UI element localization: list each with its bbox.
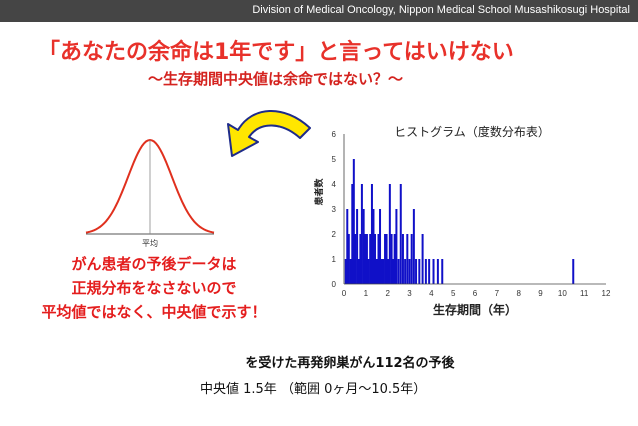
callout-line-3: 平均値ではなく、中央値で示す！ — [41, 303, 267, 321]
histogram-bar — [349, 259, 352, 284]
chart-title: ヒストグラム（度数分布表） — [394, 124, 550, 139]
histogram-bar — [397, 259, 400, 284]
x-tick-label: 8 — [516, 289, 521, 298]
y-tick-label: 6 — [332, 130, 337, 139]
y-tick-labels: 0 1 2 3 4 5 6 — [332, 130, 337, 289]
curved-arrow-icon — [227, 110, 311, 157]
histogram-bar — [370, 184, 373, 284]
x-tick-label: 4 — [429, 289, 434, 298]
affiliation-text: Division of Medical Oncology, Nippon Med… — [252, 4, 630, 16]
histogram-bar — [421, 234, 424, 284]
histogram-bar — [372, 209, 375, 284]
x-tick-label: 5 — [451, 289, 456, 298]
slide-subtitle: 〜生存期間中央値は余命ではない？〜 — [148, 70, 404, 88]
histogram-bar — [346, 209, 349, 284]
x-tick-labels: 0 1 2 3 4 5 6 7 8 9 10 11 12 — [342, 289, 611, 298]
x-tick-label: 2 — [385, 289, 390, 298]
histogram-bars — [344, 159, 575, 284]
callout-line-2: 正規分布をなさないので — [71, 279, 237, 297]
histogram-bar — [352, 159, 355, 284]
x-tick-label: 6 — [473, 289, 478, 298]
histogram-bar — [428, 259, 431, 284]
histogram-bar — [369, 234, 372, 284]
histogram-bar — [399, 184, 402, 284]
x-tick-label: 7 — [495, 289, 500, 298]
histogram-bar — [364, 234, 367, 284]
header-bar: Division of Medical Oncology, Nippon Med… — [0, 0, 638, 22]
slide-title: 「あなたの余命は1年です」と言ってはいけない — [38, 40, 514, 65]
x-tick-label: 11 — [580, 289, 589, 298]
histogram-bar — [375, 259, 378, 284]
mean-label: 平均 — [142, 238, 158, 248]
histogram-bar — [404, 259, 407, 284]
histogram-bar — [572, 259, 575, 284]
histogram-bar — [356, 209, 359, 284]
histogram-bar — [380, 259, 383, 284]
y-axis-label: 患者数 — [313, 178, 325, 206]
x-tick-label: 10 — [558, 289, 567, 298]
histogram-bar — [385, 234, 388, 284]
histogram-bar — [418, 259, 421, 284]
histogram-bar — [393, 234, 396, 284]
histogram-bar — [351, 184, 354, 284]
histogram-bar — [365, 234, 368, 284]
histogram-bar — [377, 234, 380, 284]
histogram-bar — [359, 234, 362, 284]
y-tick-label: 1 — [332, 255, 337, 264]
histogram-bar — [374, 234, 377, 284]
y-tick-label: 2 — [332, 230, 337, 239]
histogram-bar — [410, 234, 413, 284]
histogram-bar — [424, 259, 427, 284]
median-summary: 中央値 1.5年 （範囲 0ヶ月〜10.5年） — [200, 382, 427, 397]
histogram-bar — [382, 259, 385, 284]
histogram-bar — [354, 234, 357, 284]
x-tick-label: 1 — [364, 289, 369, 298]
normal-curve-figure: 平均 — [85, 138, 215, 248]
histogram-bar — [412, 209, 415, 284]
x-tick-label: 9 — [538, 289, 543, 298]
histogram-bar — [392, 259, 395, 284]
callout-line-1: がん患者の予後データは — [71, 255, 237, 273]
histogram-bar — [347, 234, 350, 284]
histogram-bar — [406, 234, 409, 284]
histogram-bar — [395, 209, 398, 284]
histogram-bar — [344, 259, 347, 284]
x-tick-label: 0 — [342, 289, 347, 298]
y-tick-label: 0 — [332, 280, 337, 289]
x-tick-label: 12 — [602, 289, 611, 298]
histogram-bar — [357, 259, 360, 284]
histogram-bar — [387, 259, 390, 284]
x-tick-label: 3 — [407, 289, 412, 298]
histogram-bar — [384, 234, 387, 284]
figure-caption: を受けた再発卵巣がん112名の予後 — [245, 356, 455, 371]
y-tick-label: 3 — [332, 205, 337, 214]
histogram-bar — [390, 234, 393, 284]
x-axis-label: 生存期間（年） — [433, 302, 517, 317]
histogram-bar — [388, 184, 391, 284]
y-tick-label: 5 — [332, 155, 337, 164]
y-tick-label: 4 — [332, 180, 337, 189]
histogram-bar — [436, 259, 439, 284]
histogram-bar — [360, 184, 363, 284]
histogram-bar — [441, 259, 444, 284]
histogram-bar — [415, 259, 418, 284]
histogram-bar — [379, 209, 382, 284]
histogram-bar — [401, 234, 404, 284]
callout-text: がん患者の予後データは 正規分布をなさないので 平均値ではなく、中央値で示す！ — [14, 252, 294, 324]
histogram-bar — [432, 259, 435, 284]
histogram-bar — [367, 259, 370, 284]
histogram-bar — [408, 259, 411, 284]
histogram-bar — [362, 209, 365, 284]
